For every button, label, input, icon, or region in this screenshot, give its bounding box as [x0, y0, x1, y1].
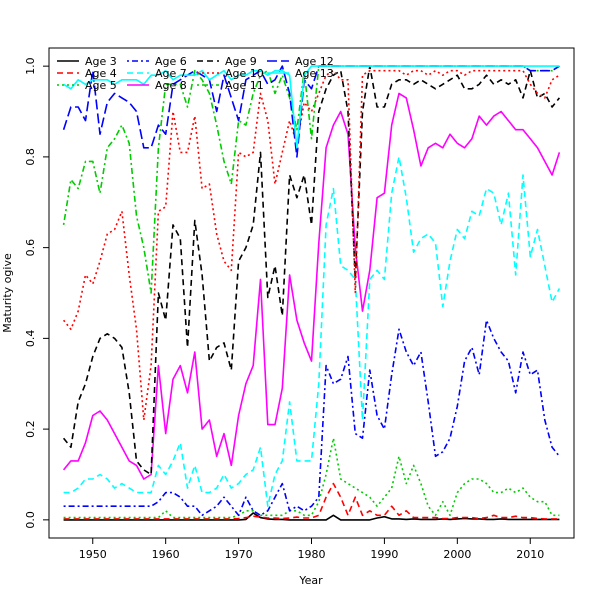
x-axis: 1950 1960 1970 1980 1990 2000 2010: [79, 538, 544, 561]
legend-label: Age 12: [295, 55, 334, 68]
legend-label: Age 4: [85, 67, 117, 80]
series-line-age-8: [62, 92, 561, 480]
y-tick-label: 0.2: [24, 420, 37, 438]
x-tick-label: 1980: [298, 548, 326, 561]
y-tick-label: 1.0: [24, 57, 37, 75]
y-axis: 0.0 0.2 0.4 0.6 0.8 1.0: [24, 57, 49, 529]
series-line-age-6: [63, 319, 561, 517]
legend-label: Age 3: [85, 55, 117, 68]
x-axis-title: Year: [298, 574, 323, 587]
legend-label: Age 7: [155, 67, 187, 80]
y-tick-label: 0.4: [24, 330, 37, 348]
x-tick-label: 1990: [370, 548, 398, 561]
series-line-age-5: [63, 437, 560, 519]
series-line-age-4: [63, 482, 560, 520]
y-axis-title: Maturity ogive: [1, 253, 14, 333]
legend-label: Age 9: [225, 55, 257, 68]
legend-label: Age 6: [155, 55, 187, 68]
series-line-age-9: [62, 65, 561, 476]
legend-label: Age 13: [295, 67, 334, 80]
series-layer: [62, 65, 561, 521]
y-tick-label: 0.6: [24, 239, 37, 257]
series-line-age-13: [63, 65, 560, 149]
y-tick-label: 0.0: [24, 511, 37, 529]
x-tick-label: 2000: [443, 548, 471, 561]
x-tick-label: 2010: [516, 548, 544, 561]
plot-area-frame: [48, 47, 575, 539]
x-tick-label: 1950: [79, 548, 107, 561]
x-tick-label: 1970: [225, 548, 253, 561]
legend-label: Age 11: [225, 79, 264, 92]
legend-label: Age 5: [85, 79, 117, 92]
series-line-age-11: [62, 65, 560, 294]
x-tick-label: 1960: [152, 548, 180, 561]
y-tick-label: 0.8: [24, 148, 37, 166]
legend-label: Age 8: [155, 79, 187, 92]
legend-label: Age 10: [225, 67, 264, 80]
